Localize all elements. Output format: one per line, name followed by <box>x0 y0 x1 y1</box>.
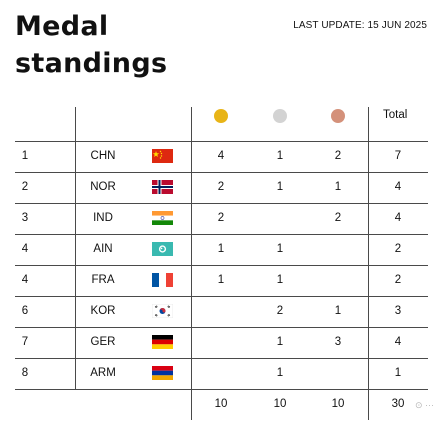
silver-count-cell: 1 <box>276 150 284 162</box>
gold-count-cell: 2 <box>217 212 225 224</box>
total-count-cell: 3 <box>394 305 402 317</box>
page-title: Medal standings <box>15 8 167 82</box>
china-flag-icon <box>152 149 173 163</box>
country-code-cell: CHN <box>90 150 116 162</box>
bronze-count-cell: 2 <box>334 150 342 162</box>
page-title-line-2: standings <box>15 48 168 79</box>
last-update-label: LAST UPDATE: 15 JUN 2025 <box>293 20 427 31</box>
total-count-cell: 4 <box>394 181 402 193</box>
total-count-cell: 2 <box>394 243 402 255</box>
country-code-cell: AIN <box>93 243 113 255</box>
germany-flag-icon <box>152 335 173 349</box>
bronze-count-cell: 3 <box>334 336 342 348</box>
total-count-cell: 4 <box>394 336 402 348</box>
rank-cell: 1 <box>21 150 29 162</box>
rank-cell: 4 <box>21 274 29 286</box>
grand-total-cell: 30 <box>391 398 405 410</box>
gold-count-cell: 4 <box>217 150 225 162</box>
total-count-cell: 7 <box>394 150 402 162</box>
rank-cell: 8 <box>21 367 29 379</box>
silver-count-cell: 2 <box>276 305 284 317</box>
country-code-cell: KOR <box>90 305 116 317</box>
silver-count-cell: 1 <box>276 336 284 348</box>
silver-medal-icon <box>273 109 287 123</box>
column-divider <box>191 107 192 420</box>
bronze-count-cell: 2 <box>334 212 342 224</box>
total-count-cell: 2 <box>394 274 402 286</box>
silver-count-cell: 1 <box>276 274 284 286</box>
bronze-count-cell: 1 <box>334 305 342 317</box>
row-divider <box>15 234 428 235</box>
country-code-cell: FRA <box>91 274 115 286</box>
gold-count-cell: 1 <box>217 243 225 255</box>
gold-count-cell: 2 <box>217 181 225 193</box>
row-divider <box>15 265 428 266</box>
row-divider <box>15 389 428 390</box>
rank-cell: 6 <box>21 305 29 317</box>
gold-count-cell: 1 <box>217 274 225 286</box>
silver-count-cell: 1 <box>276 367 284 379</box>
france-flag-icon <box>152 273 173 287</box>
row-divider <box>15 327 428 328</box>
rank-cell: 3 <box>21 212 29 224</box>
rank-cell: 2 <box>21 181 29 193</box>
row-divider <box>15 296 428 297</box>
row-divider <box>15 203 428 204</box>
country-code-cell: IND <box>93 212 113 224</box>
column-divider <box>75 107 76 389</box>
total-count-cell: 1 <box>394 367 402 379</box>
silver-count-cell: 1 <box>276 181 284 193</box>
india-flag-icon <box>152 211 173 225</box>
total-count-cell: 4 <box>394 212 402 224</box>
ain-flag-icon <box>152 242 173 256</box>
page-title-line-1: Medal <box>15 11 109 42</box>
total-column-header: Total <box>383 109 408 121</box>
rank-cell: 4 <box>21 243 29 255</box>
country-code-cell: GER <box>90 336 116 348</box>
norway-flag-icon <box>152 180 173 194</box>
row-divider <box>15 358 428 359</box>
column-divider <box>368 107 369 420</box>
korea-flag-icon <box>152 304 173 318</box>
armenia-flag-icon <box>152 366 173 380</box>
gold-total-cell: 10 <box>214 398 228 410</box>
watermark-icon: ⊙ ··· <box>414 400 434 410</box>
bronze-count-cell: 1 <box>334 181 342 193</box>
bronze-total-cell: 10 <box>331 398 345 410</box>
gold-medal-icon <box>214 109 228 123</box>
country-code-cell: NOR <box>90 181 116 193</box>
silver-count-cell: 1 <box>276 243 284 255</box>
rank-cell: 7 <box>21 336 29 348</box>
silver-total-cell: 10 <box>273 398 287 410</box>
row-divider <box>15 141 428 142</box>
country-code-cell: ARM <box>90 367 116 379</box>
row-divider <box>15 172 428 173</box>
bronze-medal-icon <box>331 109 345 123</box>
